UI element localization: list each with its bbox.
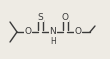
Text: N: N	[50, 27, 56, 37]
Text: O: O	[61, 13, 69, 21]
Text: O: O	[74, 27, 82, 37]
Text: S: S	[37, 13, 43, 21]
Text: O: O	[25, 27, 31, 37]
Text: H: H	[50, 37, 56, 45]
